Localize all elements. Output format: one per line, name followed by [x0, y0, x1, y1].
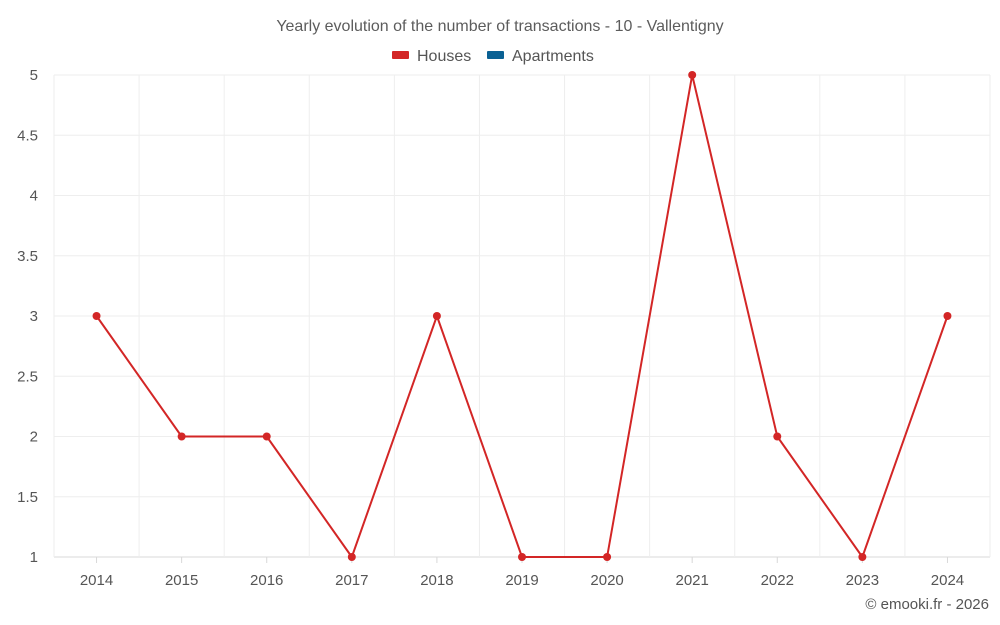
x-tick-label: 2017: [335, 572, 368, 589]
y-tick-label: 2: [30, 429, 38, 446]
x-tick-label: 2020: [590, 572, 623, 589]
legend-item-houses[interactable]: Houses: [392, 48, 471, 65]
y-tick-label: 1.5: [17, 489, 38, 506]
data-point-houses[interactable]: [432, 312, 441, 320]
y-axis: 1 1.5 2 2.5 3 3.5 4 4.5 5: [17, 67, 38, 566]
data-point-houses[interactable]: [858, 553, 867, 561]
data-point-houses[interactable]: [943, 312, 952, 320]
data-point-houses[interactable]: [347, 553, 356, 561]
legend-swatch-apartments: [487, 51, 504, 59]
x-tick-label: 2022: [761, 572, 794, 589]
x-tick-label: 2024: [931, 572, 964, 589]
credit-text: © emooki.fr - 2026: [865, 596, 989, 613]
x-axis: 2014 2015 2016 2017 2018 2019 2020 2021 2022 2023…: [80, 557, 964, 589]
x-tick-label: 2015: [165, 572, 198, 589]
x-tick-label: 2016: [250, 572, 283, 589]
x-tick-label: 2023: [846, 572, 879, 589]
legend-label-apartments: Apartments: [512, 48, 594, 65]
data-point-houses[interactable]: [773, 432, 782, 441]
x-tick-label: 2021: [675, 572, 708, 589]
y-tick-label: 2.5: [17, 368, 38, 385]
y-tick-label: 5: [30, 67, 38, 84]
series-layer: [92, 71, 952, 561]
data-point-houses[interactable]: [92, 312, 101, 320]
y-tick-label: 1: [30, 549, 38, 566]
data-point-houses[interactable]: [603, 553, 612, 561]
grid: [53, 74, 991, 558]
y-tick-label: 3.5: [17, 248, 38, 265]
y-tick-label: 4.5: [17, 127, 38, 144]
y-tick-label: 3: [30, 308, 38, 325]
chart-title: Yearly evolution of the number of transa…: [276, 18, 723, 35]
data-point-houses[interactable]: [177, 432, 186, 441]
y-tick-label: 4: [30, 188, 38, 205]
legend-label-houses: Houses: [417, 48, 471, 65]
legend-swatch-houses: [392, 51, 409, 59]
legend-item-apartments[interactable]: Apartments: [487, 48, 594, 65]
data-point-houses[interactable]: [518, 553, 526, 561]
data-point-houses[interactable]: [262, 432, 271, 441]
data-point-houses[interactable]: [688, 71, 697, 79]
x-tick-label: 2014: [80, 572, 113, 589]
legend: Houses Apartments: [392, 48, 594, 65]
x-tick-label: 2019: [505, 572, 538, 589]
x-tick-label: 2018: [420, 572, 453, 589]
